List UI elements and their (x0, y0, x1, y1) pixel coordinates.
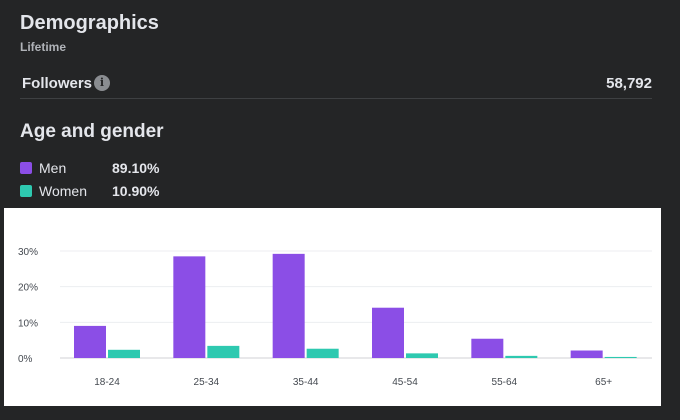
bar-men-65+[interactable] (570, 350, 603, 358)
bar-men-45-54[interactable] (372, 307, 404, 358)
bar-men-55-64[interactable] (471, 338, 504, 358)
bar-women-18-24[interactable] (108, 349, 140, 358)
bar-women-25-34[interactable] (207, 345, 240, 358)
bar-men-25-34[interactable] (173, 256, 206, 358)
legend-percent-women: 10.90% (112, 183, 160, 199)
age-gender-title: Age and gender (20, 121, 164, 142)
chart-svg: 0% 10% 20% 30% 18-24 25-34 35-44 45-54 55-64 65+ (18, 247, 652, 388)
bar-women-55-64[interactable] (505, 355, 538, 358)
y-tick-label: 20% (18, 283, 38, 294)
legend-percent-men: 89.10% (112, 160, 160, 176)
bar-men-35-44[interactable] (272, 253, 305, 358)
followers-row: Followers i 58,792 (20, 70, 652, 99)
legend-label-men: Men (39, 160, 67, 176)
x-tick-label: 65+ (595, 377, 612, 388)
x-tick-label: 18-24 (94, 377, 120, 388)
bar-women-65+[interactable] (604, 356, 637, 358)
age-gender-chart: 0% 10% 20% 30% 18-24 25-34 35-44 45-54 55-64 65+ (4, 208, 661, 406)
y-tick-label: 0% (18, 354, 33, 365)
legend-label-women: Women (39, 183, 87, 199)
x-tick-label: 55-64 (492, 377, 518, 388)
info-icon[interactable]: i (94, 75, 110, 91)
x-tick-label: 35-44 (293, 377, 319, 388)
page-title: Demographics (20, 12, 159, 34)
bar-women-35-44[interactable] (306, 348, 339, 358)
bar-men-18-24[interactable] (74, 325, 106, 358)
y-tick-label: 30% (18, 247, 38, 258)
x-tick-label: 25-34 (194, 377, 220, 388)
time-range-label: Lifetime (20, 40, 67, 54)
followers-count: 58,792 (606, 75, 652, 92)
y-tick-label: 10% (18, 318, 38, 329)
followers-label: Followers (22, 75, 93, 92)
legend-item-women: Women 10.90% (20, 182, 220, 202)
legend-swatch-men (20, 162, 32, 174)
legend-swatch-women (20, 185, 32, 197)
x-tick-label: 45-54 (392, 377, 418, 388)
legend-item-men: Men 89.10% (20, 159, 220, 179)
bar-women-45-54[interactable] (406, 353, 438, 358)
